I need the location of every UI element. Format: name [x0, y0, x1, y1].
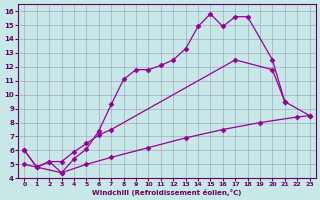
X-axis label: Windchill (Refroidissement éolien,°C): Windchill (Refroidissement éolien,°C)	[92, 189, 242, 196]
